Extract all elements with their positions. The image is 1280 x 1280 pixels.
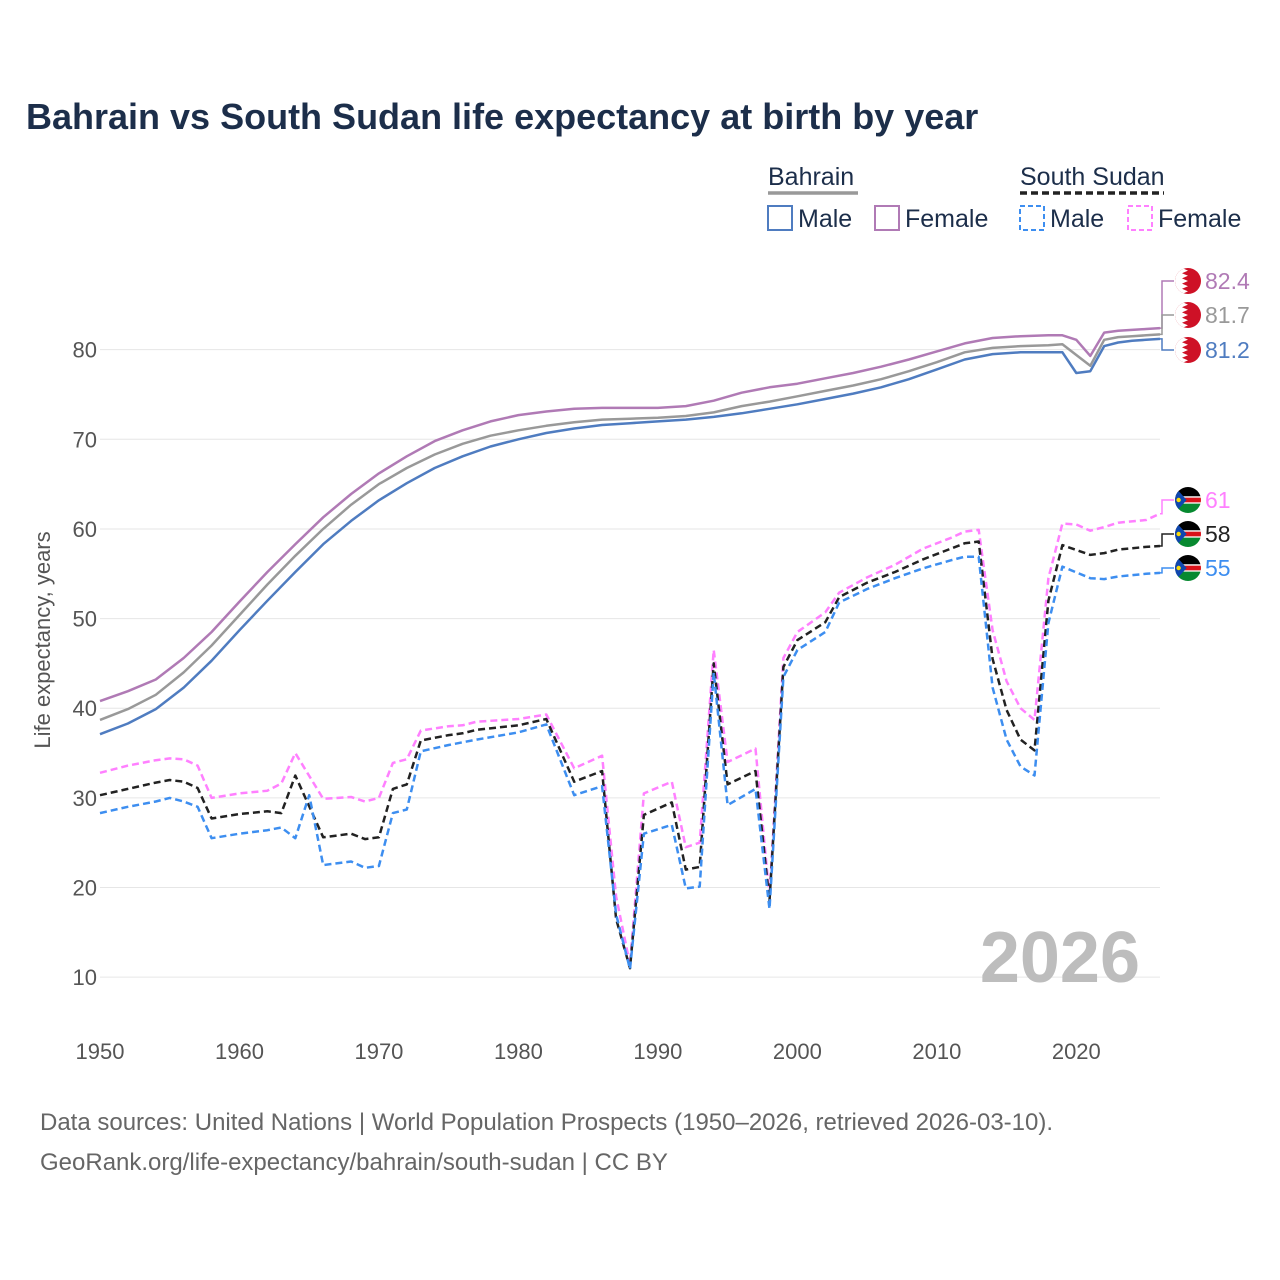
legend-swatch [1127, 205, 1153, 231]
end-label-bahrain-male: 81.2 [1160, 337, 1250, 363]
legend-swatch [874, 205, 900, 231]
end-label-connector [1160, 314, 1174, 336]
end-labels: 82.4 81.7 81.2 61 58 55 [1160, 268, 1250, 581]
end-label-connector [1160, 567, 1174, 574]
south-sudan-flag-icon [1175, 521, 1201, 547]
end-label-south-sudan-female: 61 [1160, 487, 1231, 515]
y-tick-label: 80 [73, 338, 97, 363]
legend: Bahrain Male Female South Sudan Male Female [767, 163, 1241, 233]
x-tick-label: 2020 [1052, 1039, 1101, 1064]
bahrain-flag-icon [1175, 337, 1201, 363]
end-label-bahrain-female: 82.4 [1160, 268, 1250, 329]
end-label-connector [1160, 280, 1174, 329]
series-line-south-sudan-female [99, 512, 1161, 966]
x-axis-ticks: 1950 1960 1970 1980 1990 2000 2010 2020 [76, 1039, 1101, 1064]
y-tick-label: 60 [73, 517, 97, 542]
bahrain-flag-icon [1175, 302, 1201, 328]
series-line-bahrain-female [99, 326, 1161, 703]
x-tick-label: 1990 [633, 1039, 682, 1064]
x-tick-label: 1980 [494, 1039, 543, 1064]
x-tick-label: 1970 [354, 1039, 403, 1064]
legend-swatch [767, 205, 793, 231]
legend-group-south-sudan: South Sudan Male Female [1019, 163, 1241, 233]
y-tick-label: 40 [73, 696, 97, 721]
y-axis-ticks: 10 20 30 40 50 60 70 80 [73, 338, 97, 991]
x-tick-label: 1960 [215, 1039, 264, 1064]
x-tick-label: 1950 [76, 1039, 125, 1064]
series-line-bahrain-male [99, 337, 1161, 736]
legend-item-label: Female [905, 205, 988, 233]
x-tick-label: 2000 [773, 1039, 822, 1064]
end-value-label: 58 [1205, 521, 1231, 547]
y-tick-label: 70 [73, 427, 97, 452]
y-axis-label: Life expectancy, years [30, 531, 55, 748]
gridlines [100, 349, 1160, 978]
legend-group-title: Bahrain [768, 163, 854, 191]
legend-item-label: Male [1050, 205, 1104, 233]
series-line-bahrain-total [99, 333, 1161, 722]
legend-item-label: Male [798, 205, 852, 233]
source-line-1: Data sources: United Nations | World Pop… [40, 1109, 1053, 1136]
legend-item-label: Female [1158, 205, 1241, 233]
end-label-connector [1160, 533, 1174, 547]
chart-title: Bahrain vs South Sudan life expectancy a… [26, 96, 978, 137]
current-year-watermark: 2026 [980, 918, 1140, 998]
south-sudan-flag-icon [1175, 555, 1201, 581]
end-label-bahrain-total: 81.7 [1160, 302, 1250, 336]
end-value-label: 82.4 [1205, 268, 1250, 294]
series-lines [99, 326, 1161, 971]
end-value-label: 61 [1205, 487, 1231, 513]
end-label-south-sudan-male: 55 [1160, 555, 1231, 581]
legend-group-title: South Sudan [1020, 163, 1165, 191]
legend-swatch [1019, 205, 1045, 231]
bahrain-flag-icon [1175, 268, 1201, 294]
y-tick-label: 10 [73, 965, 97, 990]
y-tick-label: 50 [73, 607, 97, 632]
series-line-south-sudan-total [99, 540, 1161, 970]
source-line-2: GeoRank.org/life-expectancy/bahrain/sout… [40, 1149, 668, 1176]
end-label-south-sudan-total: 58 [1160, 521, 1231, 547]
x-tick-label: 2010 [912, 1039, 961, 1064]
end-value-label: 55 [1205, 555, 1231, 581]
series-line-south-sudan-male [99, 555, 1161, 971]
y-tick-label: 30 [73, 786, 97, 811]
end-label-connector [1160, 338, 1174, 351]
end-value-label: 81.2 [1205, 337, 1250, 363]
legend-group-bahrain: Bahrain Male Female [767, 163, 988, 233]
end-label-connector [1160, 499, 1174, 515]
y-tick-label: 20 [73, 876, 97, 901]
south-sudan-flag-icon [1175, 487, 1201, 513]
end-value-label: 81.7 [1205, 302, 1250, 328]
